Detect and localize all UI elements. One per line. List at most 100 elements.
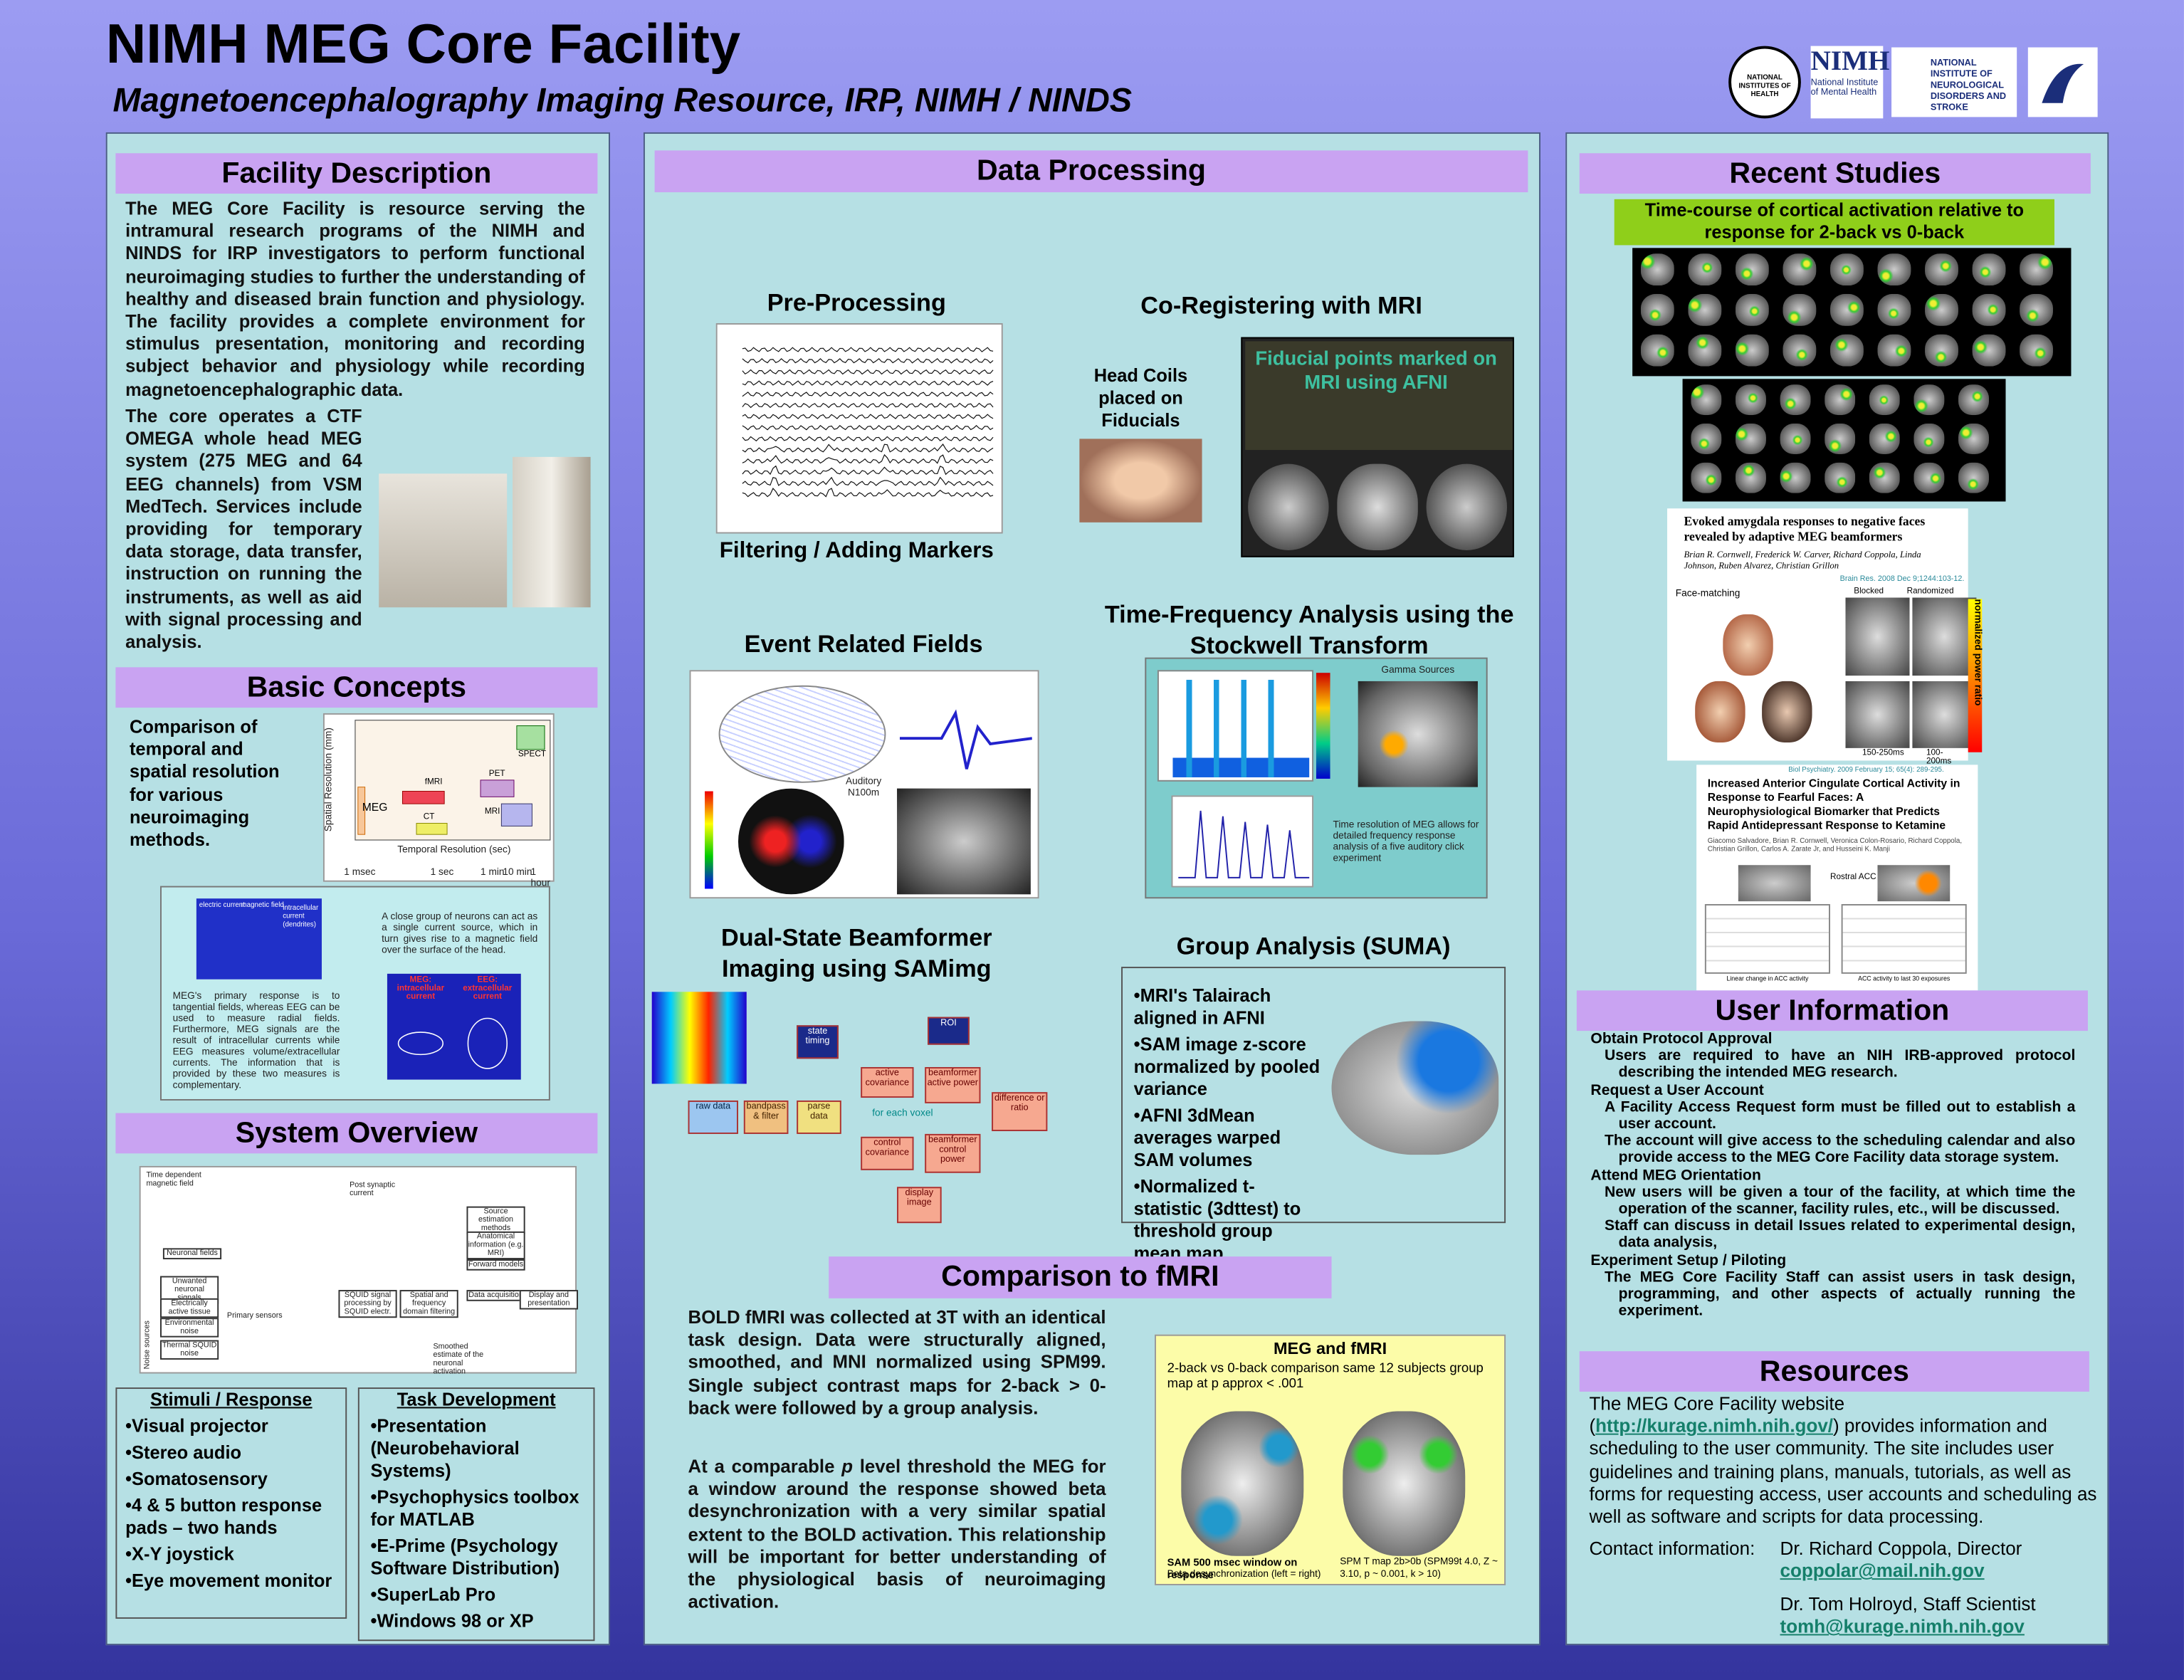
- brain-thumb: [2020, 293, 2054, 326]
- beamformer-flowchart: state timing ROI active covariance beamform…: [651, 992, 1059, 1229]
- brain-thumb: [1925, 253, 1958, 286]
- flow-node: beamformer control power: [925, 1133, 981, 1173]
- meg-brain: [1181, 1411, 1304, 1556]
- email-link[interactable]: coppolar@mail.nih.gov: [1780, 1560, 1985, 1582]
- hhs-logo: [2027, 47, 2098, 117]
- section-heading: Data Processing: [654, 150, 1528, 193]
- hhs-emblem: [2042, 63, 2084, 103]
- nimh-mark: NIMH: [1810, 46, 1890, 77]
- brain-thumb: [1825, 423, 1856, 454]
- list-item: SuperLab Pro: [370, 1584, 582, 1606]
- brain-thumb: [1783, 293, 1817, 326]
- fig-label: MEG: intracellular current: [397, 976, 445, 1002]
- eeg-trace: [742, 436, 994, 442]
- face-photo: [1723, 614, 1773, 676]
- stimuli-list: Visual projector Stereo audio Somatosensor…: [125, 1415, 337, 1592]
- fig-label: magnetic field: [241, 901, 284, 910]
- erf-figure: Auditory N100m: [689, 670, 1039, 899]
- section-heading: Resources: [1579, 1351, 2089, 1392]
- section-heading: Basic Concepts: [115, 667, 598, 708]
- time-label: 1 min: [481, 868, 505, 878]
- stimuli-box: Stimuli / Response Visual projector Stere…: [115, 1387, 347, 1619]
- flow-node: raw data: [688, 1100, 738, 1134]
- meg-fmri-box: MEG and fMRI 2-back vs 0-back comparison…: [1155, 1334, 1506, 1585]
- subheading: Time-Frequency Analysis using the Stockw…: [1104, 600, 1514, 659]
- diagram-label: Anatomical information (e.g. MRI): [466, 1231, 525, 1260]
- gamma-power-plot: [1171, 795, 1314, 888]
- text-run: At a comparable: [688, 1455, 842, 1477]
- method-label: fMRI: [424, 778, 443, 787]
- eeg-trace: [742, 488, 994, 498]
- info-item: A Facility Access Request form must be f…: [1605, 1098, 2076, 1133]
- region: [516, 725, 545, 750]
- paper-authors: Giacomo Salvadore, Brian R. Cornwell, Ve…: [1707, 837, 1963, 854]
- brain-thumb: [1869, 462, 1900, 493]
- caption: SAM 500 msec window on response: [1167, 1555, 1298, 1582]
- nimh-name: National Institute of Mental Health: [1810, 78, 1879, 98]
- axis-label: Linear change in ACC activity: [1726, 975, 1809, 982]
- mri-slice: [1912, 681, 1977, 748]
- fig-label: electric current: [199, 901, 245, 910]
- brain-thumb: [1877, 293, 1911, 326]
- brain-thumb: [1825, 384, 1856, 416]
- info-list: Users are required to have an NIH IRB-ap…: [1596, 1048, 2075, 1082]
- brain-surface: [1331, 1021, 1499, 1155]
- region: [500, 803, 532, 826]
- text-run: ) provides information and scheduling to…: [1589, 1415, 2097, 1527]
- website-link[interactable]: http://kurage.nimh.nih.gov/: [1595, 1415, 1834, 1437]
- text-run: The MEG Core Facility website (: [1589, 1392, 1845, 1437]
- caption: Filtering / Adding Markers: [719, 539, 994, 563]
- list-item: Presentation (Neurobehavioral Systems): [370, 1415, 582, 1482]
- flow-node: beamformer active power: [925, 1066, 981, 1103]
- face-photo: [1079, 439, 1202, 523]
- flow-node: parse data: [797, 1100, 841, 1134]
- mri-slice: [1738, 865, 1811, 902]
- info-heading: Experiment Setup / Piloting: [1590, 1251, 1787, 1269]
- brain-thumb: [1735, 293, 1769, 326]
- region: [401, 791, 445, 804]
- brain-thumb: [1972, 253, 2006, 286]
- flow-node: for each voxel: [872, 1108, 933, 1119]
- info-item: The account will give access to the sche…: [1605, 1133, 2076, 1167]
- task-box: Task Development Presentation (Neurobeha…: [357, 1387, 595, 1642]
- contact-name: Dr. Tom Holroyd, Staff Scientist: [1780, 1593, 2036, 1615]
- meg-dewar-photo: [513, 456, 591, 608]
- method-label: SPECT: [518, 750, 547, 760]
- brain-thumb: [1640, 253, 1674, 286]
- contact-label: Contact information:: [1589, 1538, 1755, 1559]
- list-item: SAM image z-score normalized by pooled v…: [1134, 1034, 1322, 1101]
- paragraph: Comparison of temporal and spatial resol…: [129, 715, 280, 850]
- colorbar: [705, 791, 713, 889]
- caption: Head Coils placed on Fiducials: [1093, 364, 1188, 431]
- email-link[interactable]: tomh@kurage.nimh.nih.gov: [1780, 1616, 2025, 1637]
- face-photo: [1762, 681, 1812, 743]
- section-heading: User Information: [1576, 990, 2088, 1031]
- brain-thumb: [1825, 462, 1856, 493]
- list-item: 4 & 5 button response pads – two hands: [125, 1495, 337, 1540]
- time-label: 10 min: [503, 868, 532, 878]
- overlay-caption: Fiducial points marked on MRI using AFNI: [1255, 347, 1497, 393]
- subheading: Pre-Processing: [767, 288, 946, 317]
- section-heading: Facility Description: [115, 153, 598, 194]
- diagram-label: Electrically active tissue: [160, 1298, 219, 1318]
- region: [416, 823, 448, 835]
- caption: MEG's primary response is to tangential …: [172, 992, 340, 1091]
- list-item: Windows 98 or XP: [370, 1610, 582, 1632]
- diagram-label: Display and presentation: [519, 1290, 578, 1310]
- paragraph: The MEG Core Facility is resource servin…: [125, 197, 585, 399]
- brain-thumb: [1829, 334, 1864, 367]
- diagram-label: Time dependent magnetic field: [146, 1171, 201, 1189]
- info-item: Staff can discuss in detail Issues relat…: [1605, 1217, 2076, 1252]
- diagram-label: Source estimation methods: [466, 1206, 525, 1234]
- trace: [1178, 810, 1310, 878]
- flow-node: bandpass & filter: [743, 1100, 789, 1134]
- meg-chair-photo: [379, 473, 508, 608]
- resources-text: The MEG Core Facility website (http://ku…: [1589, 1393, 2099, 1528]
- brain-thumb: [1972, 293, 2006, 326]
- eeg-trace: [742, 347, 994, 352]
- brain-thumb: [1829, 253, 1864, 286]
- mri-slice: [1912, 597, 1977, 676]
- eeg-trace: [742, 392, 994, 397]
- diagram-label: Post synaptic current: [350, 1181, 396, 1198]
